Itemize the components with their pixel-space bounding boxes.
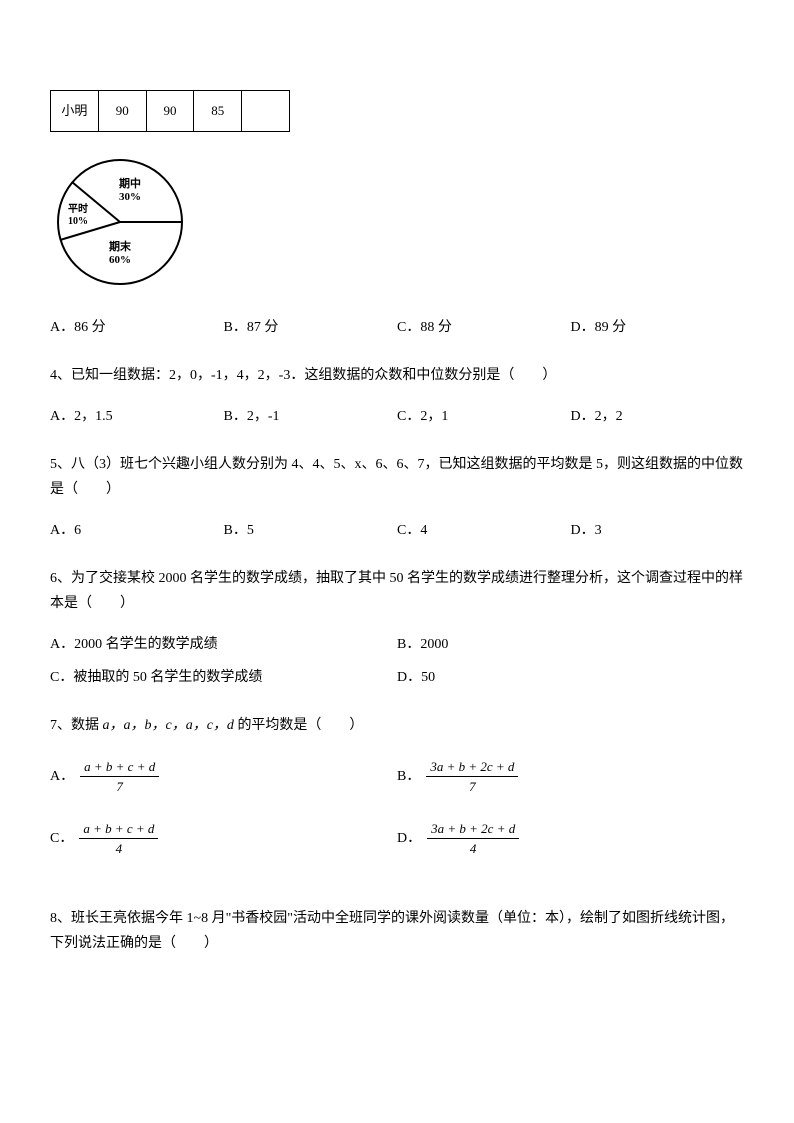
opt-label: B． xyxy=(397,766,420,787)
option-d: D．3 xyxy=(571,520,745,541)
option-d: D．89 分 xyxy=(571,317,745,338)
numerator: a + b + c + d xyxy=(79,819,158,840)
denominator: 4 xyxy=(427,839,519,859)
option-b: B．2000 xyxy=(397,634,744,655)
svg-text:平时: 平时 xyxy=(68,202,88,215)
q7-options: A． a + b + c + d 7 B． 3a + b + 2c + d 7 … xyxy=(50,757,744,881)
q6-options-row2: C．被抽取的 50 名学生的数学成绩 D．50 xyxy=(50,667,744,688)
table-cell: 小明 xyxy=(51,91,99,131)
option-b: B． 3a + b + 2c + d 7 xyxy=(397,757,744,797)
q5-options: A．6 B．5 C．4 D．3 xyxy=(50,520,744,541)
denominator: 7 xyxy=(426,777,518,797)
table-cell: 90 xyxy=(99,91,147,131)
opt-label: D． xyxy=(397,828,421,849)
option-d: D． 3a + b + 2c + d 4 xyxy=(397,819,744,859)
opt-label: C． xyxy=(50,828,73,849)
option-b: B．87 分 xyxy=(224,317,398,338)
fraction-icon: a + b + c + d 7 xyxy=(80,757,159,797)
svg-text:期中: 期中 xyxy=(119,176,141,190)
q7-suffix: 的平均数是（ ） xyxy=(234,718,364,733)
q5-text: 5、八（3）班七个兴趣小组人数分别为 4、4、5、x、6、6、7，已知这组数据的… xyxy=(50,452,744,502)
option-b: B．5 xyxy=(224,520,398,541)
svg-text:期末: 期末 xyxy=(109,239,132,253)
denominator: 4 xyxy=(79,839,158,859)
q4-options: A．2，1.5 B．2，-1 C．2，1 D．2，2 xyxy=(50,406,744,427)
q7-vars: a，a，b，c，a，c，d xyxy=(103,718,234,733)
svg-text:60%: 60% xyxy=(109,254,131,266)
q7-prefix: 7、数据 xyxy=(50,718,103,733)
option-a: A．86 分 xyxy=(50,317,224,338)
numerator: a + b + c + d xyxy=(80,757,159,778)
option-c: C．4 xyxy=(397,520,571,541)
svg-text:10%: 10% xyxy=(68,216,88,227)
option-c: C．88 分 xyxy=(397,317,571,338)
svg-text:30%: 30% xyxy=(119,191,141,203)
numerator: 3a + b + 2c + d xyxy=(427,819,519,840)
table-cell: 90 xyxy=(147,91,195,131)
fraction-icon: 3a + b + 2c + d 7 xyxy=(426,757,518,797)
q6-options-row1: A．2000 名学生的数学成绩 B．2000 xyxy=(50,634,744,655)
q8-text: 8、班长王亮依据今年 1~8 月"书香校园"活动中全班同学的课外阅读数量（单位：… xyxy=(50,906,744,956)
numerator: 3a + b + 2c + d xyxy=(426,757,518,778)
table-cell xyxy=(242,91,289,131)
q6-text: 6、为了交接某校 2000 名学生的数学成绩，抽取了其中 50 名学生的数学成绩… xyxy=(50,566,744,616)
option-d: D．50 xyxy=(397,667,744,688)
option-a: A． a + b + c + d 7 xyxy=(50,757,397,797)
fraction-icon: a + b + c + d 4 xyxy=(79,819,158,859)
option-c: C．2，1 xyxy=(397,406,571,427)
opt-label: A． xyxy=(50,766,74,787)
q3-options: A．86 分 B．87 分 C．88 分 D．89 分 xyxy=(50,317,744,338)
option-a: A．2，1.5 xyxy=(50,406,224,427)
option-c: C． a + b + c + d 4 xyxy=(50,819,397,859)
q4-text: 4、已知一组数据：2，0，-1，4，2，-3．这组数据的众数和中位数分别是（ ） xyxy=(50,363,744,388)
fraction-icon: 3a + b + 2c + d 4 xyxy=(427,819,519,859)
pie-chart: 期中 30% 平时 10% 期末 60% xyxy=(50,152,190,292)
score-table: 小明 90 90 85 xyxy=(50,90,290,132)
option-d: D．2，2 xyxy=(571,406,745,427)
option-a: A．6 xyxy=(50,520,224,541)
option-a: A．2000 名学生的数学成绩 xyxy=(50,634,397,655)
denominator: 7 xyxy=(80,777,159,797)
table-cell: 85 xyxy=(194,91,242,131)
option-b: B．2，-1 xyxy=(224,406,398,427)
q7-text: 7、数据 a，a，b，c，a，c，d 的平均数是（ ） xyxy=(50,713,744,738)
option-c: C．被抽取的 50 名学生的数学成绩 xyxy=(50,667,397,688)
